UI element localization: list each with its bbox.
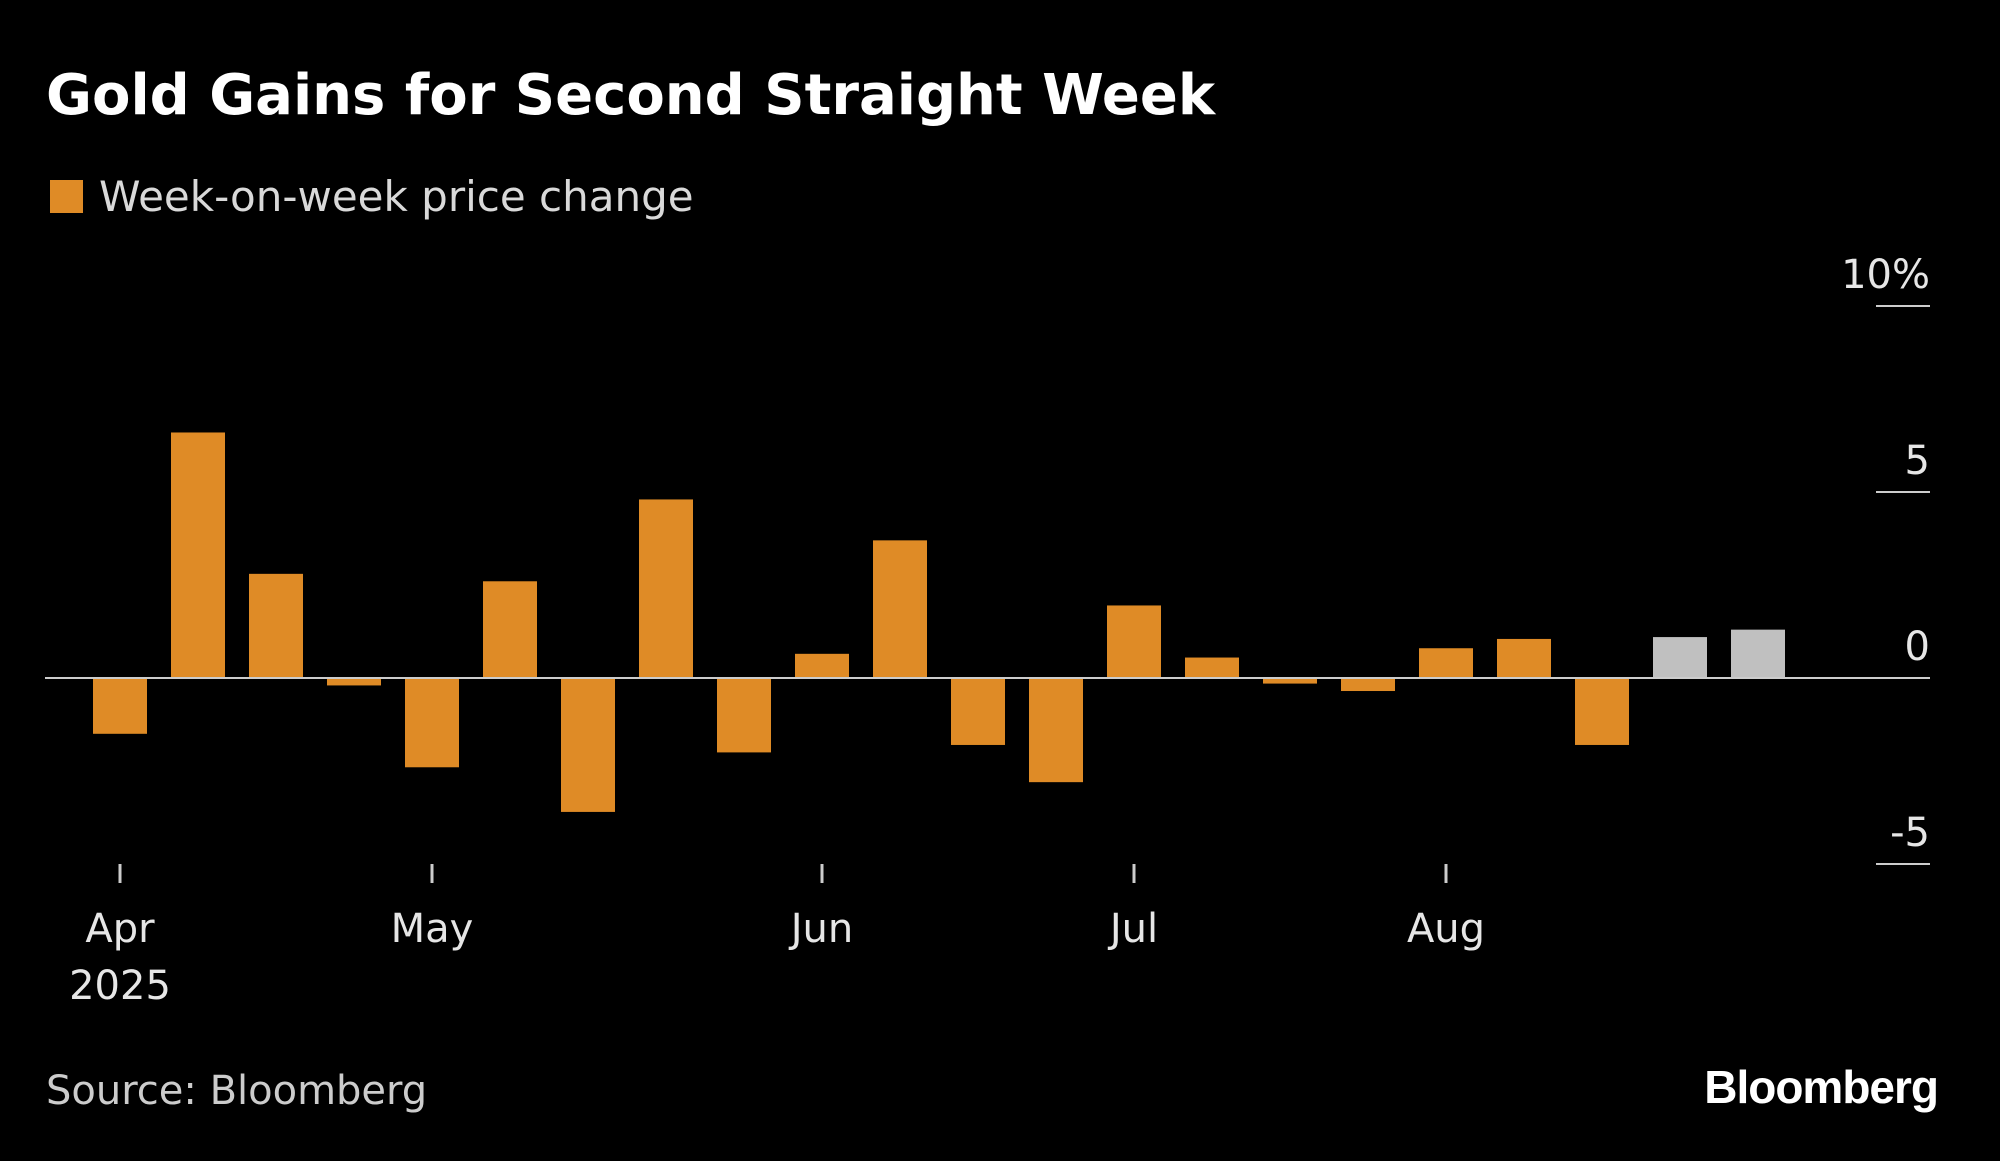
x-tick-label: Jul	[1107, 906, 1158, 952]
bar-7	[639, 499, 693, 678]
bar-15	[1263, 678, 1317, 684]
bar-19	[1575, 678, 1629, 745]
bloomberg-logo: Bloomberg	[1704, 1061, 1939, 1113]
y-tick-label: 5	[1905, 438, 1930, 484]
bar-12	[1029, 678, 1083, 783]
legend-swatch	[50, 180, 83, 213]
legend-label: Week-on-week price change	[99, 172, 694, 221]
bar-18	[1497, 638, 1551, 678]
bar-21	[1731, 629, 1785, 678]
bar-13	[1107, 605, 1161, 678]
source-note: Source: Bloomberg	[46, 1068, 428, 1114]
x-tick-label: Aug	[1407, 906, 1485, 952]
bar-2	[249, 573, 303, 678]
bar-17	[1419, 648, 1473, 678]
bar-3	[327, 678, 381, 686]
y-tick-label: 10%	[1841, 252, 1930, 298]
bar-16	[1341, 678, 1395, 692]
bar-11	[951, 678, 1005, 745]
x-tick-year-label: 2025	[69, 963, 171, 1009]
bar-8	[717, 678, 771, 753]
legend: Week-on-week price change	[50, 172, 694, 221]
x-tick-label: May	[391, 906, 474, 952]
y-tick-label: 0	[1905, 624, 1930, 670]
bar-6	[561, 678, 615, 812]
y-tick-label: -5	[1890, 810, 1930, 856]
x-tick-label: Apr	[85, 906, 155, 952]
bar-5	[483, 581, 537, 678]
chart-title: Gold Gains for Second Straight Week	[46, 63, 1216, 128]
bar-20	[1653, 637, 1707, 678]
bar-9	[795, 653, 849, 678]
bar-14	[1185, 657, 1239, 678]
bar-10	[873, 540, 927, 678]
bar-4	[405, 678, 459, 768]
bar-0	[93, 678, 147, 734]
bar-1	[171, 432, 225, 678]
x-tick-label: Jun	[788, 906, 854, 952]
